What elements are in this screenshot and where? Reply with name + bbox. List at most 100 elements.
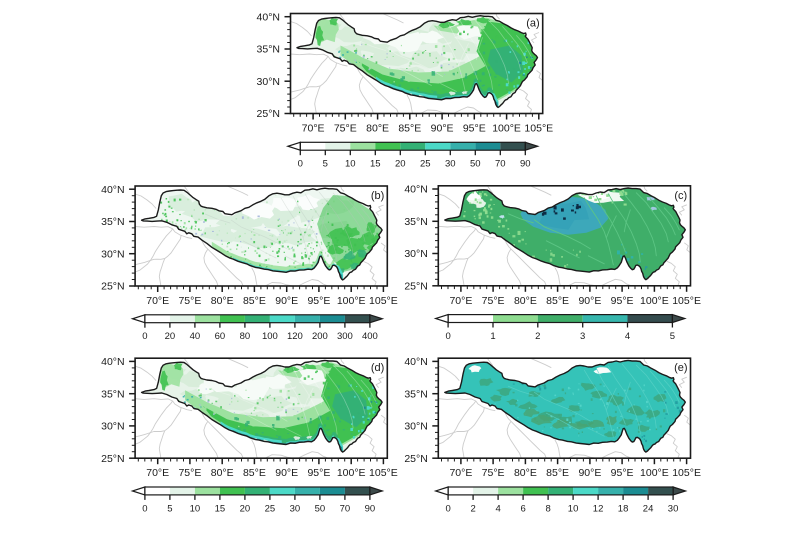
svg-text:20: 20	[395, 159, 406, 170]
svg-text:100°E: 100°E	[492, 123, 521, 135]
svg-text:85°E: 85°E	[546, 467, 569, 479]
svg-text:5: 5	[323, 159, 328, 170]
svg-text:25°N: 25°N	[101, 453, 124, 465]
svg-text:30°N: 30°N	[404, 421, 427, 433]
svg-text:105°E: 105°E	[369, 467, 398, 479]
svg-text:75°E: 75°E	[178, 295, 201, 307]
svg-text:10: 10	[345, 159, 356, 170]
svg-text:0: 0	[445, 503, 450, 514]
svg-text:30: 30	[290, 503, 301, 514]
svg-text:0: 0	[445, 331, 450, 342]
svg-text:100°E: 100°E	[640, 467, 669, 479]
svg-text:30°N: 30°N	[404, 248, 427, 260]
svg-text:85°E: 85°E	[546, 295, 569, 307]
svg-text:30°N: 30°N	[257, 76, 280, 88]
svg-text:105°E: 105°E	[524, 123, 553, 135]
svg-text:70°E: 70°E	[302, 123, 325, 135]
svg-text:105°E: 105°E	[672, 295, 701, 307]
svg-text:70°E: 70°E	[449, 467, 472, 479]
svg-text:50: 50	[315, 503, 326, 514]
svg-text:20: 20	[240, 503, 251, 514]
svg-text:95°E: 95°E	[463, 123, 486, 135]
svg-text:18: 18	[618, 503, 629, 514]
svg-text:105°E: 105°E	[369, 295, 398, 307]
svg-text:75°E: 75°E	[482, 467, 505, 479]
svg-text:70°E: 70°E	[146, 295, 169, 307]
svg-text:200: 200	[312, 331, 328, 342]
svg-text:10: 10	[190, 503, 201, 514]
svg-text:80: 80	[240, 331, 251, 342]
svg-text:85°E: 85°E	[398, 123, 421, 135]
svg-text:30: 30	[445, 159, 456, 170]
svg-text:70: 70	[495, 159, 506, 170]
svg-text:60: 60	[215, 331, 226, 342]
svg-text:80°E: 80°E	[211, 467, 234, 479]
svg-text:25°N: 25°N	[101, 281, 124, 293]
svg-text:300: 300	[337, 331, 353, 342]
svg-text:75°E: 75°E	[334, 123, 357, 135]
svg-text:40°N: 40°N	[101, 184, 124, 196]
svg-text:95°E: 95°E	[611, 295, 634, 307]
svg-text:40°N: 40°N	[404, 184, 427, 196]
svg-text:35°N: 35°N	[257, 44, 280, 56]
svg-text:35°N: 35°N	[404, 388, 427, 400]
svg-text:25°N: 25°N	[257, 108, 280, 120]
svg-text:0: 0	[298, 159, 303, 170]
svg-text:90°E: 90°E	[431, 123, 454, 135]
svg-text:95°E: 95°E	[307, 467, 330, 479]
svg-text:15: 15	[215, 503, 226, 514]
svg-text:70°E: 70°E	[449, 295, 472, 307]
svg-text:12: 12	[593, 503, 604, 514]
svg-text:90°E: 90°E	[578, 467, 601, 479]
svg-text:35°N: 35°N	[101, 216, 124, 228]
svg-text:30: 30	[668, 503, 679, 514]
svg-text:4: 4	[495, 503, 500, 514]
svg-text:90°E: 90°E	[275, 467, 298, 479]
svg-text:40°N: 40°N	[404, 356, 427, 368]
svg-text:30°N: 30°N	[101, 421, 124, 433]
svg-text:(d): (d)	[371, 362, 384, 374]
svg-text:5: 5	[167, 503, 172, 514]
svg-text:100: 100	[262, 331, 278, 342]
svg-text:70: 70	[340, 503, 351, 514]
svg-text:8: 8	[545, 503, 550, 514]
svg-text:20: 20	[165, 331, 176, 342]
svg-text:75°E: 75°E	[482, 295, 505, 307]
svg-text:40: 40	[190, 331, 201, 342]
svg-text:3: 3	[580, 331, 585, 342]
svg-text:90: 90	[520, 159, 531, 170]
svg-text:4: 4	[625, 331, 630, 342]
svg-text:2: 2	[470, 503, 475, 514]
svg-text:70°E: 70°E	[146, 467, 169, 479]
svg-text:75°E: 75°E	[178, 467, 201, 479]
svg-text:25: 25	[420, 159, 431, 170]
svg-text:10: 10	[568, 503, 579, 514]
svg-text:15: 15	[370, 159, 381, 170]
svg-text:50: 50	[470, 159, 481, 170]
svg-text:90°E: 90°E	[578, 295, 601, 307]
svg-text:90°E: 90°E	[275, 295, 298, 307]
svg-text:100°E: 100°E	[337, 467, 366, 479]
svg-text:35°N: 35°N	[404, 216, 427, 228]
svg-text:25: 25	[265, 503, 276, 514]
svg-text:95°E: 95°E	[307, 295, 330, 307]
svg-text:100°E: 100°E	[337, 295, 366, 307]
svg-text:40°N: 40°N	[257, 11, 280, 23]
svg-text:105°E: 105°E	[672, 467, 701, 479]
svg-text:30°N: 30°N	[101, 248, 124, 260]
svg-text:0: 0	[142, 503, 147, 514]
svg-text:40°N: 40°N	[101, 356, 124, 368]
svg-text:400: 400	[362, 331, 378, 342]
svg-text:5: 5	[670, 331, 675, 342]
svg-text:80°E: 80°E	[514, 467, 537, 479]
svg-text:80°E: 80°E	[211, 295, 234, 307]
svg-text:6: 6	[520, 503, 525, 514]
svg-text:1: 1	[490, 331, 495, 342]
svg-text:2: 2	[535, 331, 540, 342]
svg-text:25°N: 25°N	[404, 453, 427, 465]
svg-text:25°N: 25°N	[404, 281, 427, 293]
svg-text:85°E: 85°E	[243, 467, 266, 479]
svg-text:80°E: 80°E	[514, 295, 537, 307]
svg-text:(a): (a)	[526, 18, 539, 30]
svg-text:(c): (c)	[674, 190, 687, 202]
